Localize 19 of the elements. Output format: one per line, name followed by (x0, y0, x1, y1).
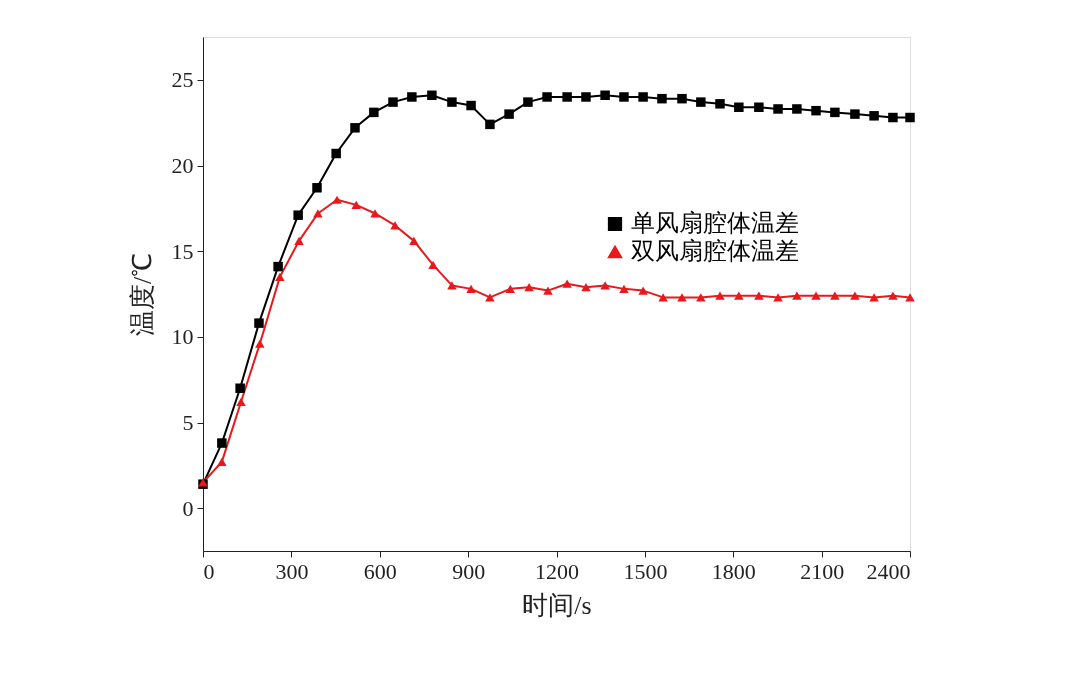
x-tick-label: 1200 (535, 558, 579, 584)
x-tick-label: 1500 (623, 558, 668, 584)
x-axis-title: 时间/s (522, 590, 592, 620)
legend-label: 双风扇腔体温差 (631, 238, 799, 264)
x-tick-label: 300 (275, 558, 309, 584)
y-tick-label: 0 (182, 495, 194, 521)
y-tick-label: 15 (171, 238, 194, 264)
y-tick-label: 5 (182, 410, 194, 435)
y-tick-label: 20 (171, 153, 194, 178)
x-tick-label: 0 (203, 558, 215, 584)
x-tick-label: 2400 (866, 558, 911, 584)
y-axis-title: 温度/℃ (127, 252, 157, 337)
y-tick-label: 25 (171, 67, 194, 93)
legend-label: 单风扇腔体温差 (631, 210, 799, 236)
x-tick-label: 1800 (711, 558, 756, 584)
x-tick-label: 2100 (800, 558, 845, 584)
x-tick-label: 900 (452, 558, 486, 584)
x-tick-label: 600 (363, 558, 397, 584)
y-tick-label: 10 (171, 324, 194, 350)
